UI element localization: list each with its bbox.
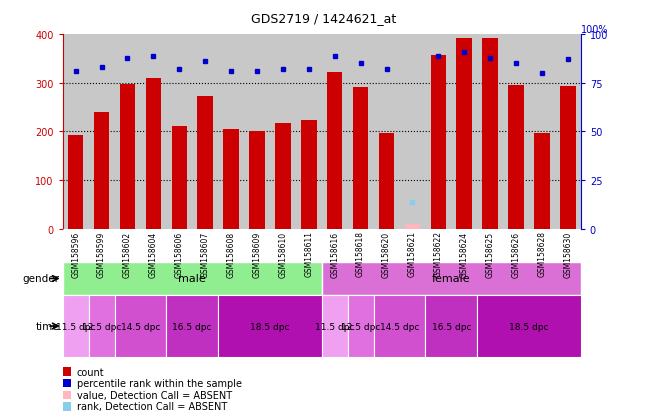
Text: GSM158628: GSM158628 (537, 231, 546, 277)
Bar (477, 295, 581, 357)
Text: GSM158610: GSM158610 (279, 231, 287, 277)
Text: GSM158599: GSM158599 (97, 231, 106, 277)
Text: male: male (178, 274, 206, 284)
Text: 16.5 dpc: 16.5 dpc (172, 322, 212, 331)
Text: GSM158620: GSM158620 (382, 231, 391, 277)
Text: GSM158616: GSM158616 (330, 231, 339, 277)
Text: percentile rank within the sample: percentile rank within the sample (77, 378, 242, 388)
Text: GSM158596: GSM158596 (71, 231, 80, 277)
Text: gender: gender (22, 274, 59, 284)
Bar (94, 113, 110, 229)
Text: GSM158626: GSM158626 (512, 231, 521, 277)
Bar (353, 88, 368, 229)
Bar (425, 295, 477, 357)
Bar (560, 87, 576, 229)
Bar (166, 295, 218, 357)
Bar (430, 55, 446, 229)
Text: time: time (36, 321, 59, 331)
Text: 14.5 dpc: 14.5 dpc (121, 322, 160, 331)
Bar (321, 295, 348, 357)
Bar (88, 295, 115, 357)
Bar (321, 262, 581, 295)
Text: 11.5 dpc: 11.5 dpc (56, 322, 96, 331)
Text: 18.5 dpc: 18.5 dpc (510, 322, 548, 331)
Bar (508, 86, 524, 229)
Text: 16.5 dpc: 16.5 dpc (432, 322, 471, 331)
Bar (457, 39, 472, 229)
Bar (115, 295, 166, 357)
Bar (374, 295, 425, 357)
Bar (482, 39, 498, 229)
Bar (63, 295, 88, 357)
Text: GDS2719 / 1424621_at: GDS2719 / 1424621_at (251, 12, 396, 25)
Text: count: count (77, 367, 104, 377)
Text: GSM158611: GSM158611 (304, 231, 313, 277)
Bar (379, 134, 394, 229)
Text: GSM158604: GSM158604 (149, 231, 158, 277)
Text: GSM158630: GSM158630 (564, 231, 572, 277)
Bar (534, 134, 550, 229)
Text: 18.5 dpc: 18.5 dpc (250, 322, 290, 331)
Bar (249, 131, 265, 229)
Text: 14.5 dpc: 14.5 dpc (379, 322, 419, 331)
Text: GSM158602: GSM158602 (123, 231, 132, 277)
Text: 100%: 100% (581, 25, 609, 35)
Bar (68, 135, 83, 229)
Bar (146, 79, 161, 229)
Text: GSM158618: GSM158618 (356, 231, 365, 277)
Text: 12.5 dpc: 12.5 dpc (341, 322, 380, 331)
Text: GSM158624: GSM158624 (460, 231, 469, 277)
Bar (348, 295, 374, 357)
Text: GSM158606: GSM158606 (175, 231, 183, 277)
Text: GSM158609: GSM158609 (253, 231, 261, 277)
Bar (405, 224, 420, 229)
Text: GSM158608: GSM158608 (226, 231, 236, 277)
Bar (172, 127, 187, 229)
Text: GSM158621: GSM158621 (408, 231, 417, 277)
Bar (197, 97, 213, 229)
Bar (223, 130, 239, 229)
Bar (327, 72, 343, 229)
Bar (275, 123, 290, 229)
Bar (63, 262, 321, 295)
Bar (119, 85, 135, 229)
Text: 11.5 dpc: 11.5 dpc (315, 322, 354, 331)
Bar (301, 121, 317, 229)
Bar (218, 295, 322, 357)
Text: GSM158607: GSM158607 (201, 231, 210, 277)
Text: value, Detection Call = ABSENT: value, Detection Call = ABSENT (77, 390, 232, 400)
Text: rank, Detection Call = ABSENT: rank, Detection Call = ABSENT (77, 401, 227, 411)
Text: 12.5 dpc: 12.5 dpc (82, 322, 121, 331)
Text: GSM158625: GSM158625 (486, 231, 494, 277)
Text: female: female (432, 274, 471, 284)
Text: GSM158622: GSM158622 (434, 231, 443, 277)
